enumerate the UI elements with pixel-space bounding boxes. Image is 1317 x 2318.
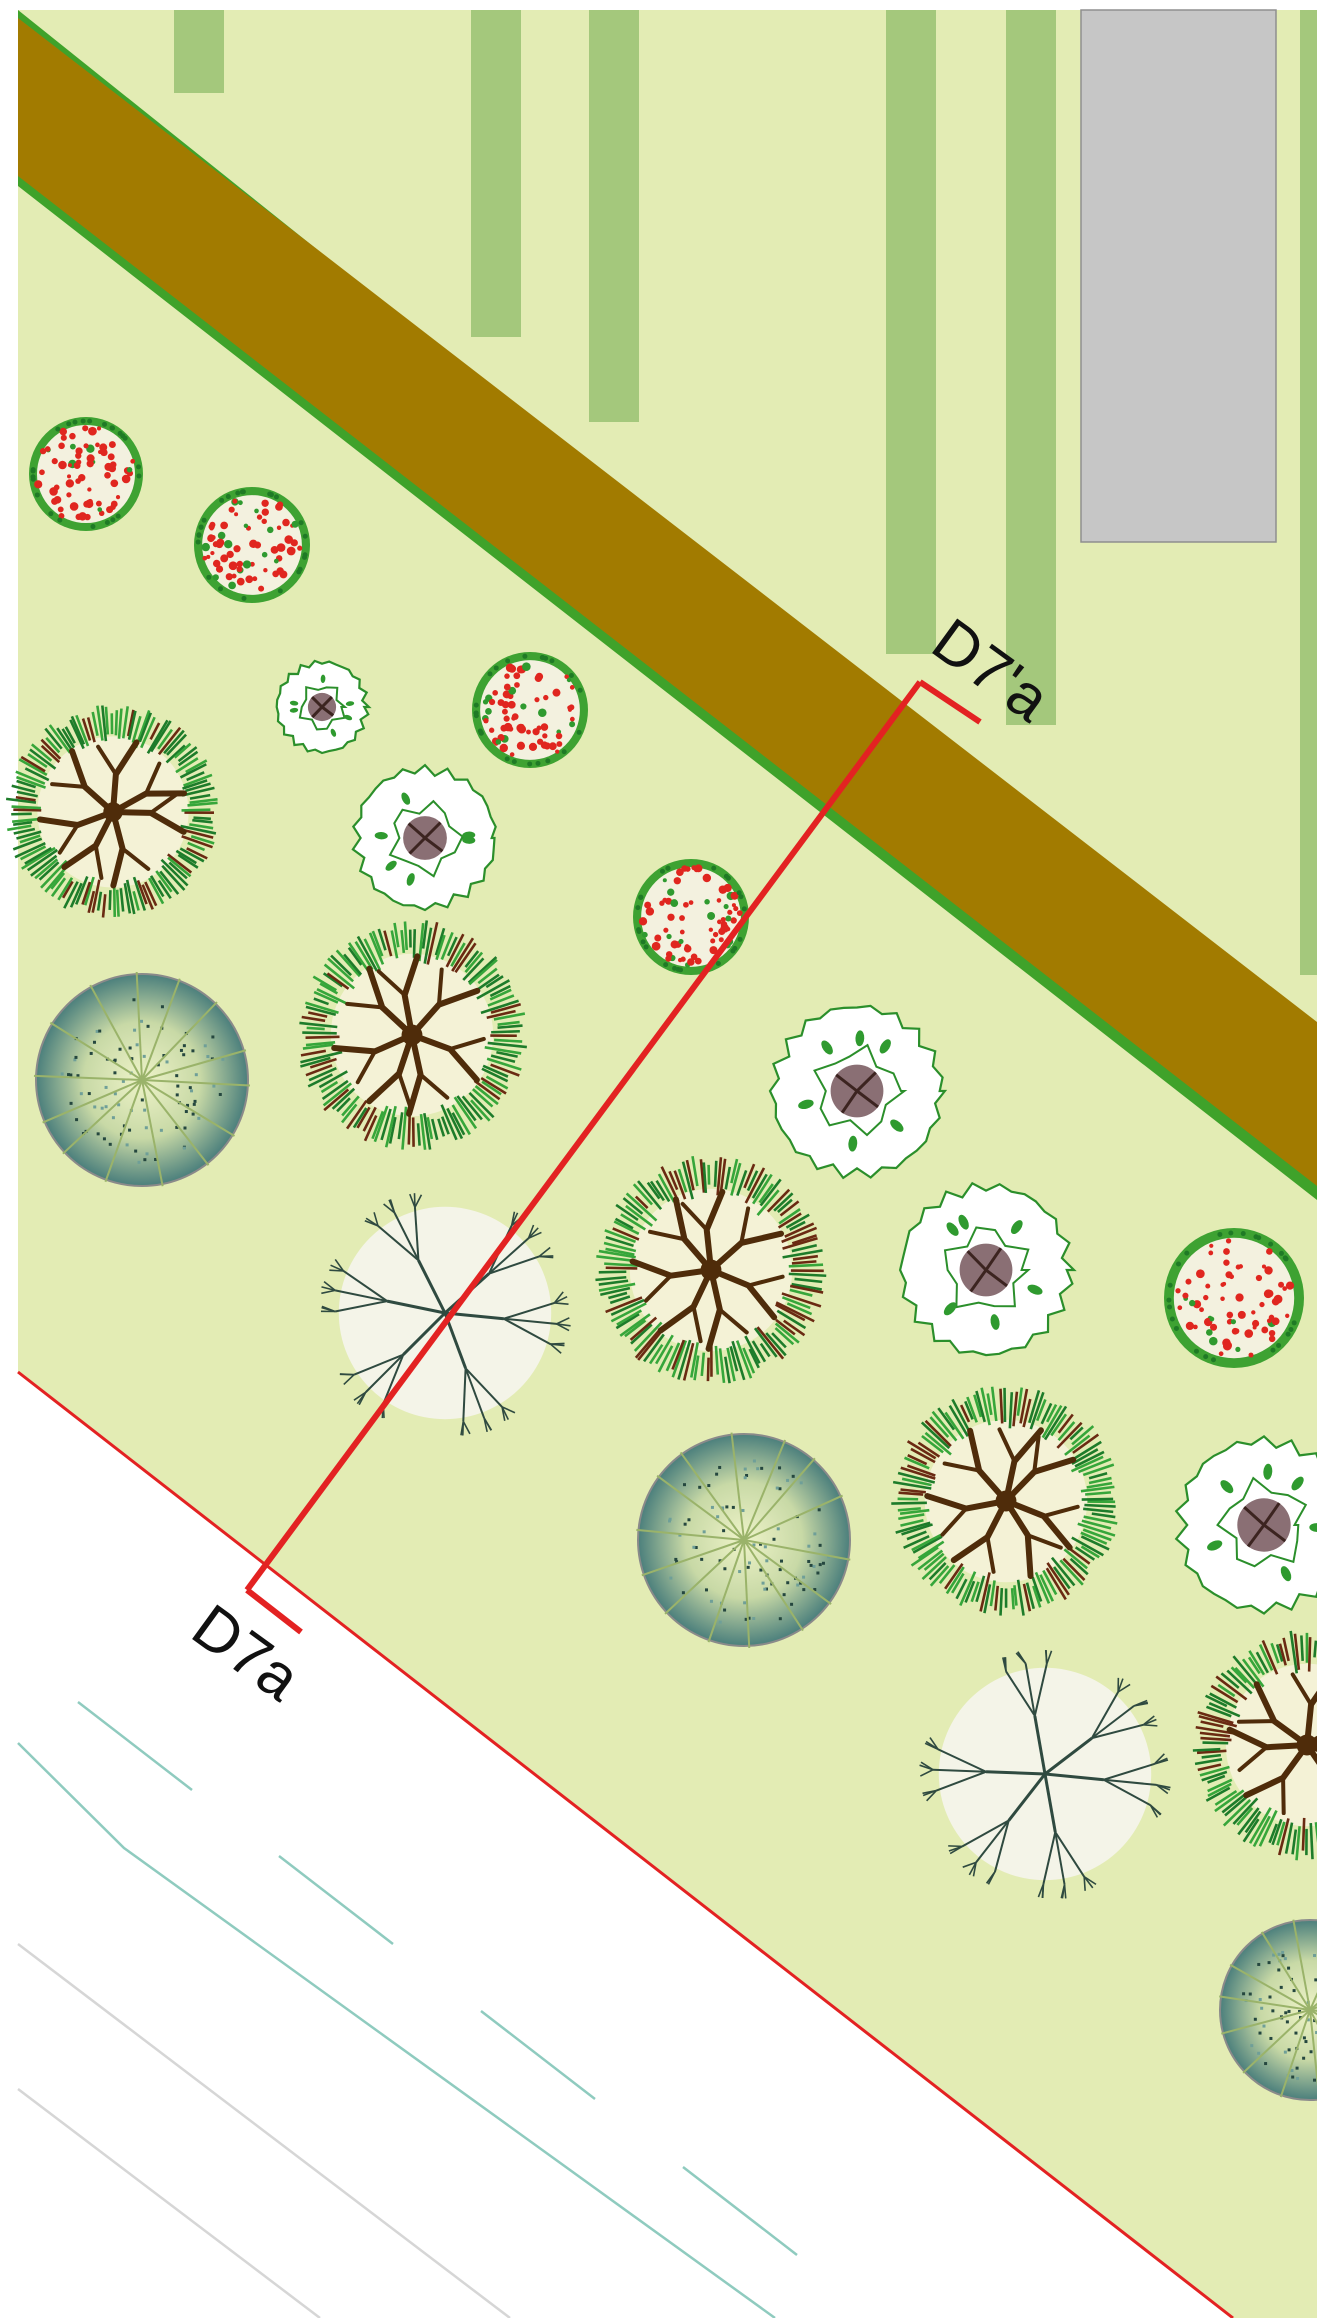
walkway-strip [174,10,224,93]
paving-line [17,2088,321,2318]
ornamental-shrub-icon [898,1181,1077,1357]
flowering-shrub-icon [472,652,588,768]
ornamental-shrub-icon [1174,1435,1317,1615]
section-start-marker [245,1587,303,1635]
flowering-shrub-icon [633,859,749,975]
flowering-shrub-icon [1164,1228,1304,1368]
evergreen-tree-icon [1219,1919,1317,2101]
ornamental-shrub-icon [351,763,497,912]
planting-layer [5,417,1317,2101]
ornamental-shrub-icon [768,1004,948,1180]
paving-line [278,1855,394,1945]
walkway-strip [1006,10,1056,725]
paving-line [682,2166,798,2256]
walkway-strip [589,10,639,422]
walkway-strip [1300,10,1317,975]
property-line [17,1370,1234,2318]
section-line [244,680,923,1592]
road [18,10,1317,1200]
walkway-strip [886,10,936,654]
ornamental-shrub-icon [275,659,372,755]
flowering-shrub-icon [29,417,143,531]
paving-line [77,1701,193,1791]
page-frame-left [0,0,18,2318]
page-frame-top [0,0,1317,10]
walkway-strip [471,10,521,337]
deciduous-tree-icon [595,1155,827,1384]
paving-pattern [17,1701,798,2318]
deciduous-tree-icon [891,1386,1118,1616]
deciduous-tree-icon [299,920,527,1150]
evergreen-tree-icon [636,1432,851,1649]
deciduous-tree-icon [1192,1630,1317,1861]
deciduous-tree-icon [5,705,218,918]
bare-branch-tree-icon [919,1649,1171,1899]
paving-line [17,1943,511,2318]
paving-line [17,1742,776,2318]
section-end-marker [918,679,982,725]
road-surface [18,18,1317,1186]
evergreen-tree-icon [33,971,251,1187]
bare-branch-tree-icon [320,1193,571,1436]
flowering-shrub-icon [194,487,310,603]
paving-line [480,2010,596,2100]
building-footprint [1080,9,1277,543]
sidewalk [17,1370,1234,2318]
walkway-strips [174,10,1317,975]
